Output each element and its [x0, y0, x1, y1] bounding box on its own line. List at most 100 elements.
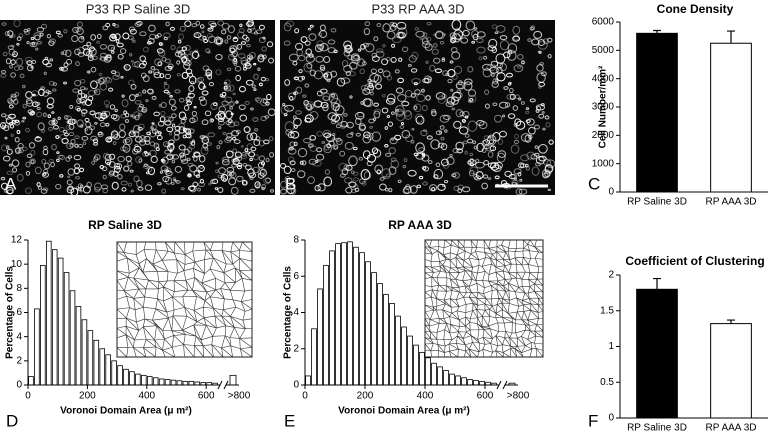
cell	[174, 165, 183, 173]
cell	[420, 129, 428, 137]
cell	[216, 38, 223, 46]
cell	[491, 47, 498, 54]
cell	[129, 28, 137, 35]
cell	[505, 72, 513, 78]
cell	[453, 120, 462, 129]
cell	[207, 50, 211, 54]
cell	[349, 48, 354, 52]
cell	[335, 124, 342, 129]
cell	[349, 95, 353, 99]
cell	[41, 23, 48, 30]
cell	[215, 161, 219, 165]
cell	[449, 60, 454, 64]
cell	[248, 56, 253, 61]
cell	[173, 134, 180, 141]
cell	[507, 113, 516, 119]
cell	[43, 71, 47, 75]
cell	[528, 134, 533, 140]
cell	[238, 104, 246, 110]
cell	[26, 153, 33, 158]
cell	[124, 65, 128, 70]
cell	[524, 134, 532, 143]
cell	[303, 137, 312, 144]
cell	[198, 35, 207, 41]
cell	[141, 151, 150, 157]
cell	[469, 98, 474, 102]
cell	[228, 177, 237, 186]
cell	[159, 73, 165, 79]
cell	[443, 114, 451, 120]
cell	[260, 76, 266, 82]
y-tick-label: 0	[16, 380, 22, 391]
histogram-bar	[176, 380, 183, 386]
cell	[455, 27, 460, 31]
cell	[388, 147, 396, 155]
cell	[493, 114, 503, 123]
cell	[163, 89, 169, 94]
cell	[481, 182, 488, 190]
cell	[385, 152, 392, 157]
cell	[136, 179, 143, 188]
cell	[346, 133, 354, 138]
histogram-bar	[443, 370, 449, 386]
cell	[112, 170, 119, 177]
cell	[172, 154, 179, 160]
cell	[130, 60, 135, 63]
cell	[215, 37, 224, 45]
cell	[304, 40, 311, 46]
cell	[112, 22, 116, 27]
histogram-bar	[371, 272, 377, 386]
cell	[76, 27, 84, 35]
cell	[517, 54, 524, 60]
cell	[161, 188, 167, 194]
cell	[323, 143, 332, 154]
panel-label: C	[588, 174, 600, 193]
cell	[183, 104, 190, 111]
cell	[381, 107, 389, 114]
y-tick-label: 3000	[592, 102, 615, 113]
cell	[105, 53, 113, 62]
cell	[467, 89, 477, 97]
cell	[283, 22, 292, 32]
cell	[284, 104, 295, 112]
cell	[411, 127, 415, 131]
cell	[91, 160, 96, 165]
cell	[280, 162, 286, 169]
cell	[212, 102, 218, 107]
axis-break	[496, 380, 508, 390]
cell	[87, 70, 91, 74]
cell	[156, 33, 162, 38]
cell	[195, 174, 201, 178]
cell	[452, 147, 460, 154]
cell	[529, 26, 534, 31]
cell	[345, 186, 353, 194]
cell	[397, 93, 407, 102]
cell	[266, 93, 272, 101]
cell	[101, 110, 107, 117]
cell	[181, 56, 188, 63]
cell	[451, 173, 457, 177]
histogram-bar	[34, 308, 40, 386]
cell	[433, 168, 444, 180]
cell	[57, 154, 64, 159]
cell	[501, 114, 506, 118]
cell	[381, 94, 386, 98]
cell	[369, 125, 374, 129]
cell	[404, 90, 413, 98]
cell	[138, 158, 143, 163]
cell	[235, 175, 244, 183]
cell	[48, 40, 55, 46]
cell	[408, 55, 417, 63]
cell	[90, 34, 97, 41]
cell	[51, 143, 57, 151]
voronoi-edges	[116, 241, 253, 358]
cell	[164, 65, 173, 72]
cell	[293, 117, 302, 127]
cell	[153, 111, 160, 117]
cell	[105, 122, 110, 127]
cell	[147, 88, 155, 95]
cell	[9, 123, 15, 129]
cell	[26, 99, 34, 107]
cell	[201, 90, 209, 96]
cell	[1, 22, 7, 26]
